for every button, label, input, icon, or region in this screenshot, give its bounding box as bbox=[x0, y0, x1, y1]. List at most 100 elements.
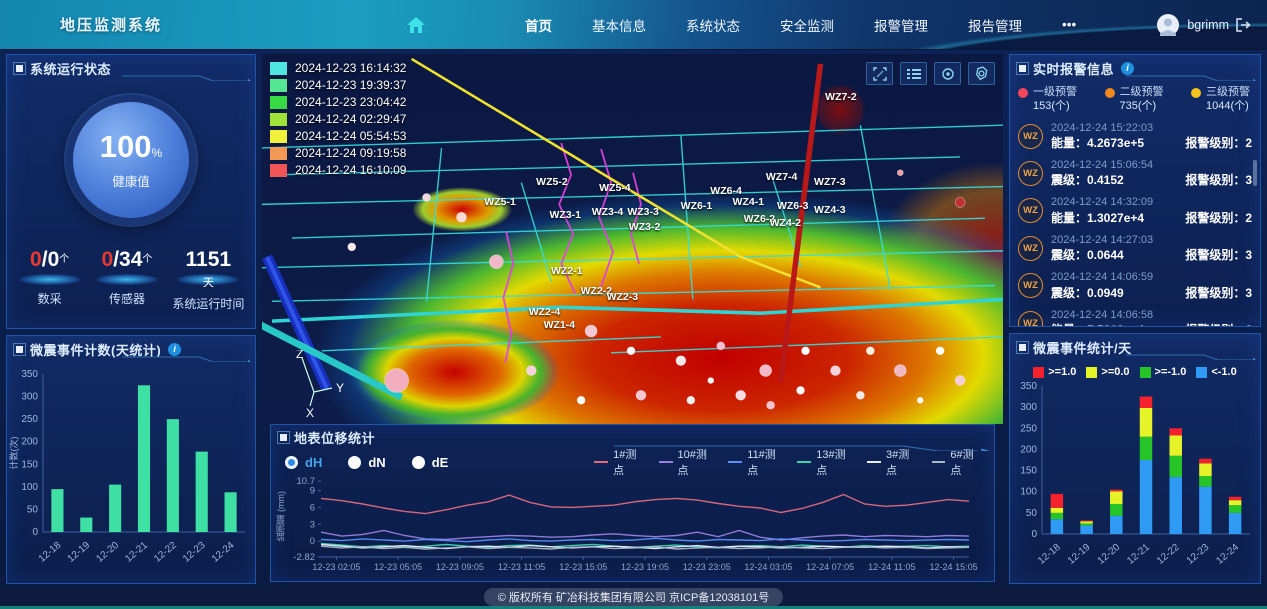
nav-menu: 首页 基本信息 系统状态 安全监测 报警管理 报告管理 ••• bbox=[525, 15, 1076, 35]
radio-dN[interactable]: dN bbox=[348, 455, 386, 470]
svg-text:12-22: 12-22 bbox=[152, 540, 179, 565]
alarm-time: 2024-12-24 14:06:58 bbox=[1051, 308, 1154, 321]
legend-item->=1.0[interactable]: >=1.0 bbox=[1033, 366, 1076, 378]
alarm-body: 2024-12-24 14:27:03 震级：0.0644 报警级别：3 bbox=[1051, 233, 1252, 263]
legend-item-11#测点[interactable]: 11#测点 bbox=[728, 446, 781, 478]
locate-icon[interactable] bbox=[934, 62, 961, 85]
legend-item-10#测点[interactable]: 10#测点 bbox=[658, 446, 713, 478]
center-column: 2024-12-23 16:14:32 2024-12-23 19:39:37 20… bbox=[262, 54, 1003, 584]
legend-label: 11#测点 bbox=[747, 449, 776, 477]
nav-item-6[interactable]: ••• bbox=[1062, 17, 1077, 32]
station-label: WZ4-2 bbox=[769, 216, 802, 229]
svg-text:250: 250 bbox=[1020, 423, 1037, 434]
svg-text:50: 50 bbox=[1026, 508, 1038, 519]
header-decoration bbox=[1126, 75, 1256, 81]
svg-text:12-23 11:05: 12-23 11:05 bbox=[498, 562, 545, 572]
radio-dE[interactable]: dE bbox=[411, 455, 448, 470]
health-label: 健康值 bbox=[112, 174, 150, 189]
legend-item-3#测点[interactable]: 3#测点 bbox=[867, 446, 915, 478]
station-label: WZ5-4 bbox=[599, 181, 631, 194]
legend-toggle-icon[interactable] bbox=[900, 62, 927, 85]
radio-dH[interactable]: dH bbox=[285, 455, 322, 470]
stat-sensors: 0/34个 传感器 bbox=[95, 249, 159, 312]
legend-item->=-1.0[interactable]: >=-1.0 bbox=[1139, 366, 1186, 378]
svg-text:300: 300 bbox=[1020, 402, 1037, 413]
system-status-panel: 系统运行状态 100% 健康值 0/0个 数 bbox=[6, 54, 256, 329]
avatar[interactable] bbox=[1156, 13, 1180, 37]
event-spheres bbox=[347, 169, 966, 410]
station-label: WZ2-2 bbox=[580, 285, 613, 298]
fullscreen-icon[interactable] bbox=[866, 62, 893, 85]
timestamp-swatch bbox=[270, 61, 287, 75]
nav-item-2[interactable]: 系统状态 bbox=[686, 18, 741, 34]
station-label: WZ3-4 bbox=[591, 205, 624, 218]
nav-item-3[interactable]: 安全监测 bbox=[780, 18, 835, 34]
timestamp-swatch bbox=[270, 163, 287, 177]
alarm-row[interactable]: WZ 2024-12-24 14:06:58能量：5.5868e+4 报警级别：2 bbox=[1018, 305, 1252, 326]
legend-item-13#测点[interactable]: 13#测点 bbox=[797, 446, 851, 478]
svg-text:12-23 02:05: 12-23 02:05 bbox=[312, 562, 360, 572]
stack-chart-legend: >=1.0 >=0.0 >=-1.0 <-1.0 bbox=[1010, 360, 1260, 378]
alarm-row[interactable]: WZ 2024-12-24 14:32:09 能量：1.3027e+4 报警级别：2 bbox=[1018, 192, 1252, 229]
stat-glow bbox=[18, 274, 81, 285]
info-icon[interactable] bbox=[1121, 61, 1135, 75]
legend-label: 1#测点 bbox=[613, 449, 637, 477]
station-label: WZ3-2 bbox=[628, 220, 661, 233]
nav-item-0[interactable]: 首页 bbox=[525, 18, 553, 34]
svg-text:0: 0 bbox=[1031, 529, 1037, 540]
svg-text:12-24: 12-24 bbox=[210, 540, 237, 565]
health-value: 100% bbox=[99, 128, 163, 164]
alarm-row[interactable]: WZ 2024-12-24 15:06:54 震级：0.4152 报警级别：3 bbox=[1018, 155, 1252, 192]
legend-item-1#测点[interactable]: 1#测点 bbox=[594, 446, 642, 478]
legend-dash bbox=[728, 460, 743, 464]
header-decoration bbox=[122, 75, 251, 81]
alarm-level-dot bbox=[1104, 88, 1115, 98]
nav-item-5[interactable]: 报告管理 bbox=[968, 18, 1023, 34]
alarm-legend: 一级预警 153(个) 二级预警 735(个) 三级预警 1044(个) bbox=[1010, 81, 1260, 116]
svg-text:12-21: 12-21 bbox=[123, 540, 150, 565]
timestamp-swatch bbox=[270, 129, 287, 143]
legend-label: 13#测点 bbox=[816, 449, 846, 477]
wz-badge-icon: WZ bbox=[1018, 273, 1043, 299]
alarm-metric: 能量：5.5868e+4 bbox=[1051, 322, 1144, 326]
nav-item-1[interactable]: 基本信息 bbox=[592, 18, 647, 34]
station-label: WZ7-4 bbox=[765, 170, 798, 183]
user-name[interactable]: bgrimm bbox=[1187, 17, 1229, 32]
svg-text:12-23: 12-23 bbox=[181, 540, 208, 565]
alarm-level: 报警级别：2 bbox=[1185, 322, 1252, 326]
alarm-row[interactable]: WZ 2024-12-24 14:06:59 震级：0.0949 报警级别：3 bbox=[1018, 267, 1252, 304]
svg-text:350: 350 bbox=[21, 369, 38, 380]
legend-item->=0.0[interactable]: >=0.0 bbox=[1086, 366, 1130, 378]
legend-dash bbox=[867, 460, 882, 464]
alarm-legend-item: 二级预警 735(个) bbox=[1104, 86, 1164, 114]
svg-text:10.7: 10.7 bbox=[297, 476, 316, 487]
legend-item-<-1.0[interactable]: <-1.0 bbox=[1196, 366, 1237, 378]
svg-text:12-23 15:05: 12-23 15:05 bbox=[559, 562, 607, 572]
alarm-scrollbar[interactable] bbox=[1253, 160, 1257, 186]
svg-text:300: 300 bbox=[21, 392, 38, 403]
alarm-row[interactable]: WZ 2024-12-24 15:22:03 能量：4.2673e+5 报警级别：2 bbox=[1018, 118, 1252, 155]
home-icon[interactable] bbox=[407, 16, 426, 33]
logout-icon[interactable] bbox=[1236, 17, 1251, 32]
panel-bullet-icon bbox=[13, 342, 26, 356]
settings-icon[interactable] bbox=[968, 62, 995, 85]
info-icon[interactable] bbox=[168, 342, 182, 356]
timestamp-swatch bbox=[270, 95, 287, 109]
mine-3d-view[interactable]: 2024-12-23 16:14:32 2024-12-23 19:39:37 20… bbox=[262, 54, 1003, 424]
displacement-controls: dH dN dE 1#测点 10#测点 11#测点 13#测点 3#测点 6#测点 bbox=[271, 446, 994, 478]
legend-item-6#测点[interactable]: 6#测点 bbox=[931, 446, 980, 478]
svg-text:12-20: 12-20 bbox=[1096, 542, 1123, 567]
timestamp-row: 2024-12-24 05:54:53 bbox=[270, 129, 406, 143]
alarm-row[interactable]: WZ 2024-12-24 14:27:03 震级：0.0644 报警级别：3 bbox=[1018, 230, 1252, 267]
alarm-legend-name: 一级预警 bbox=[1033, 86, 1077, 98]
svg-text:12-24 07:05: 12-24 07:05 bbox=[806, 562, 854, 572]
timestamp-row: 2024-12-23 16:14:32 bbox=[270, 61, 406, 75]
nav-item-4[interactable]: 报警管理 bbox=[874, 18, 929, 34]
svg-text:12-24 11:05: 12-24 11:05 bbox=[868, 562, 915, 572]
svg-text:12-23 05:05: 12-23 05:05 bbox=[374, 562, 422, 572]
main-content: 系统运行状态 100% 健康值 0/0个 数 bbox=[0, 50, 1267, 588]
alarm-legend-text: 一级预警 153(个) bbox=[1033, 86, 1077, 114]
